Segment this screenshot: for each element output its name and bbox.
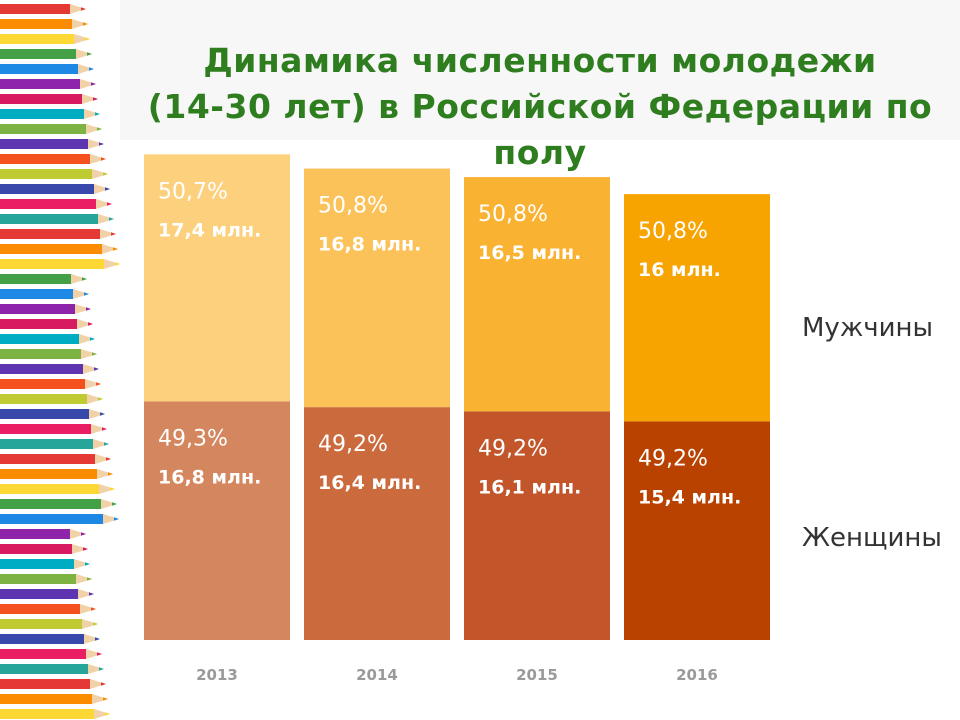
pencil	[0, 304, 91, 314]
pencil	[0, 634, 100, 644]
title-band	[120, 0, 960, 140]
stacked-bar-chart: 49,3% 16,8 млн. 50,7% 17,4 млн. 2013 49,2% 16,…	[144, 154, 942, 684]
pencil	[0, 364, 99, 374]
bar-segment-male	[144, 154, 290, 402]
pencil	[0, 469, 113, 479]
pencil	[0, 4, 86, 14]
bar-segment-male	[304, 168, 450, 408]
pencil	[0, 169, 108, 179]
title-line-1: Динамика численности молодежи	[203, 41, 877, 80]
pencil	[0, 334, 95, 344]
pencil	[0, 559, 90, 569]
bar-value-label: 16,8 млн.	[158, 466, 261, 488]
bar-percent-label: 49,2%	[318, 432, 388, 457]
page-title: Динамика численности молодежи (14-30 лет…	[120, 38, 960, 176]
pencil	[0, 64, 94, 74]
bar-percent-label: 50,8%	[318, 194, 388, 219]
bar-percent-label: 50,8%	[638, 219, 708, 244]
bar-value-label: 15,4 млн.	[638, 486, 741, 508]
x-tick-label: 2015	[516, 666, 558, 684]
pencil	[0, 409, 105, 419]
pencil	[0, 694, 108, 704]
bar-value-label: 16,4 млн.	[318, 472, 421, 494]
pencil	[0, 274, 87, 284]
pencil	[0, 649, 102, 659]
bar-segment-male	[624, 194, 770, 422]
pencil	[0, 709, 110, 719]
pencil	[0, 49, 92, 59]
bar-percent-label: 49,2%	[638, 446, 708, 471]
bar-percent-label: 50,8%	[478, 202, 548, 227]
pencil	[0, 34, 90, 44]
pencil	[0, 454, 111, 464]
pencil	[0, 124, 102, 134]
pencil	[0, 574, 92, 584]
legend-female: Женщины	[802, 523, 942, 553]
pencil	[0, 289, 89, 299]
bar-value-label: 17,4 млн.	[158, 219, 261, 241]
pencil	[0, 394, 103, 404]
pencil	[0, 514, 119, 524]
pencil	[0, 664, 104, 674]
bar-segment-female	[624, 421, 770, 640]
title-line-2: (14-30 лет) в Российской Федерации по	[147, 87, 933, 126]
bar-segment-male	[464, 177, 610, 412]
bar-segment-female	[464, 411, 610, 640]
bar-segment-female	[144, 401, 290, 640]
bar-value-label: 16,1 млн.	[478, 476, 581, 498]
pencil	[0, 19, 88, 29]
pencil	[0, 349, 97, 359]
pencil	[0, 94, 98, 104]
pencil	[0, 259, 120, 269]
pencil	[0, 424, 107, 434]
title-line-3: полу	[493, 133, 587, 172]
pencil	[0, 604, 96, 614]
pencil	[0, 529, 86, 539]
bar-segment-female	[304, 407, 450, 640]
pencil	[0, 439, 109, 449]
pencil	[0, 154, 106, 164]
pencil	[0, 589, 94, 599]
x-tick-label: 2016	[676, 666, 718, 684]
pencil	[0, 139, 104, 149]
pencil	[0, 484, 115, 494]
pencil	[0, 379, 101, 389]
pencil	[0, 679, 106, 689]
bar-value-label: 16,5 млн.	[478, 242, 581, 264]
pencil	[0, 244, 118, 254]
pencil	[0, 229, 116, 239]
pencil	[0, 214, 114, 224]
pencil	[0, 79, 96, 89]
pencils-decoration	[0, 4, 120, 719]
pencil	[0, 619, 98, 629]
pencil	[0, 319, 93, 329]
bar-percent-label: 49,3%	[158, 426, 228, 451]
bar-value-label: 16 млн.	[638, 259, 721, 281]
pencil	[0, 199, 112, 209]
legend-male: Мужчины	[802, 313, 933, 343]
bar-value-label: 16,8 млн.	[318, 234, 421, 256]
pencil	[0, 544, 88, 554]
x-tick-label: 2014	[356, 666, 398, 684]
pencil	[0, 109, 100, 119]
pencil	[0, 499, 117, 509]
pencil	[0, 184, 110, 194]
bar-percent-label: 50,7%	[158, 179, 228, 204]
x-tick-label: 2013	[196, 666, 238, 684]
bar-percent-label: 49,2%	[478, 436, 548, 461]
